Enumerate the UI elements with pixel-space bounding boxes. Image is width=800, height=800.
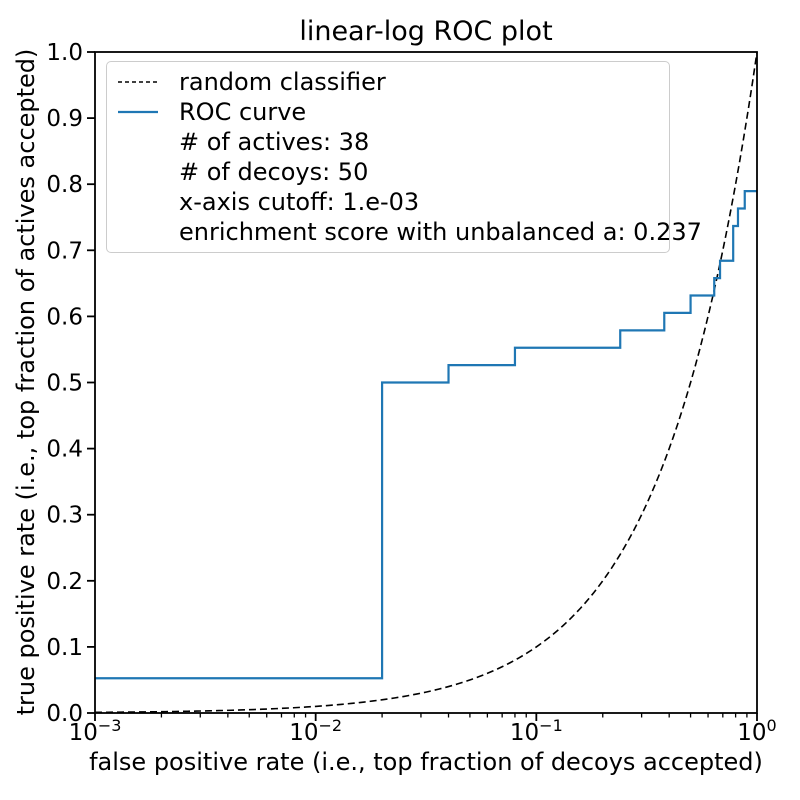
y-tick-label: 0.6 <box>46 304 83 330</box>
legend-empty-sample <box>118 131 158 153</box>
y-tick-label: 0.3 <box>46 503 83 529</box>
chart-title: linear-log ROC plot <box>299 16 552 47</box>
y-tick-label: 0.0 <box>46 701 83 727</box>
legend-dashed-line-sample <box>118 71 158 93</box>
legend-label: random classifier <box>179 68 386 96</box>
random-classifier-line <box>94 51 758 714</box>
legend-item-n-decoys: # of decoys: 50 <box>118 157 669 187</box>
y-tick-label: 0.7 <box>46 238 83 264</box>
y-tick-label: 0.8 <box>46 172 83 198</box>
y-tick-label: 0.1 <box>46 635 83 661</box>
roc-curve-line <box>95 190 757 680</box>
x-tick-label: 10−2 <box>289 716 342 746</box>
legend-label: # of decoys: 50 <box>179 158 369 186</box>
x-tick-label: 100 <box>737 716 776 746</box>
legend-item-x-axis-cutoff: x-axis cutoff: 1.e-03 <box>118 187 669 217</box>
legend-solid-line-sample <box>118 101 158 123</box>
y-tick-label: 0.5 <box>46 371 83 397</box>
legend-empty-sample <box>118 191 158 213</box>
legend-label: x-axis cutoff: 1.e-03 <box>179 188 420 216</box>
y-tick-label: 0.2 <box>46 569 83 595</box>
y-axis-label: true positive rate (i.e., top fraction o… <box>12 49 40 716</box>
dashed-line-icon <box>118 81 158 83</box>
y-tick-label: 1.0 <box>46 40 83 66</box>
legend-empty-sample <box>118 221 158 243</box>
legend-label: # of actives: 38 <box>179 128 370 156</box>
y-tick-label: 0.4 <box>46 437 83 463</box>
axis-tick-labels: 10−3 10−2 10−1 100 0.0 0.1 0.2 0.3 0.4 0.5 0.6 0.7 0… <box>46 40 776 746</box>
legend-item-random-classifier: random classifier <box>118 67 669 97</box>
x-tick-label: 10−1 <box>510 716 563 746</box>
legend-item-enrichment-score: enrichment score with unbalanced a: 0.23… <box>118 217 702 247</box>
axis-major-ticks <box>87 51 758 721</box>
legend-empty-sample <box>118 161 158 183</box>
y-tick-label: 0.9 <box>46 106 83 132</box>
plot-frame <box>94 51 758 714</box>
legend-item-roc-curve: ROC curve <box>118 97 669 127</box>
x-tick-label: 10−3 <box>69 716 122 746</box>
x-axis-label: false positive rate (i.e., top fraction … <box>89 748 763 776</box>
legend-box: random classifier ROC curve # of actives… <box>106 61 702 253</box>
legend-label: enrichment score with unbalanced a: 0.23… <box>179 218 702 246</box>
legend-label: ROC curve <box>179 98 307 126</box>
solid-line-icon <box>118 110 158 114</box>
legend-item-n-actives: # of actives: 38 <box>118 127 669 157</box>
